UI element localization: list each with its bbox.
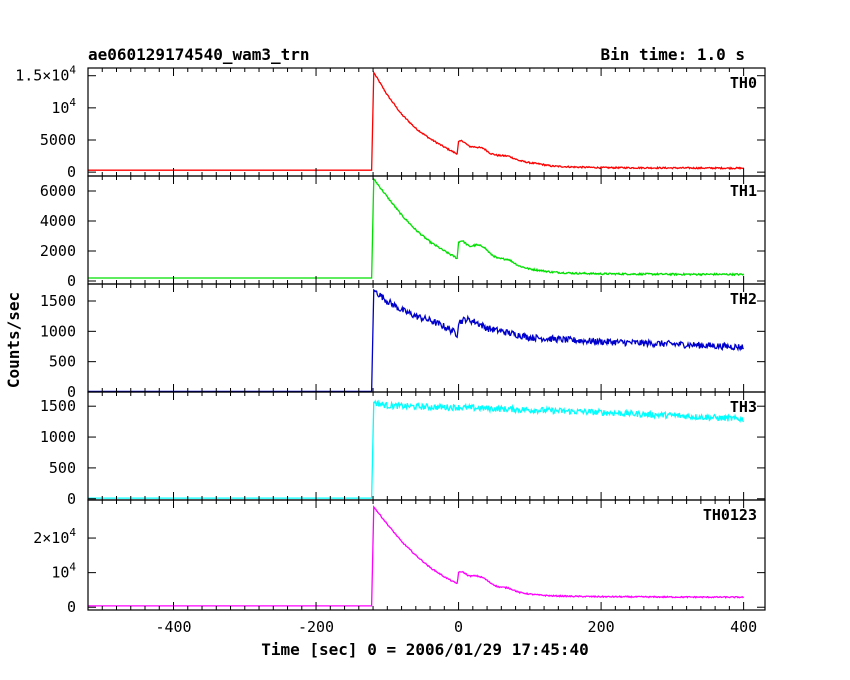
x-tick-label: 400 <box>730 618 757 636</box>
y-tick-label: 500 <box>49 353 76 371</box>
y-tick-label: 1500 <box>40 397 76 415</box>
y-tick-label: 104 <box>51 96 76 117</box>
y-tick-label: 2000 <box>40 242 76 260</box>
panel-th2: 0 500 1000 1500 TH2 <box>40 283 766 401</box>
y-tick-label: 2×104 <box>33 526 76 547</box>
panel-th3: 0 500 1000 1500 TH3 <box>40 391 766 508</box>
y-tick-label: 1500 <box>40 292 76 310</box>
series-line-th0 <box>88 70 745 171</box>
panel-th0123: 0 104 2×104 TH0123 <box>33 499 766 616</box>
series-line-th3 <box>88 399 745 499</box>
chart-title: ae060129174540_wam3_trn <box>88 45 310 64</box>
y-tick-label: 1.5×104 <box>15 64 76 85</box>
y-tick-label: 1000 <box>40 428 76 446</box>
panel-frame <box>87 499 766 611</box>
panel-frame <box>87 391 766 501</box>
y-tick-label: 0 <box>67 163 76 181</box>
y-tick-label: 6000 <box>40 182 76 200</box>
y-tick-label: 0 <box>67 272 76 290</box>
panel-frame <box>87 283 766 393</box>
x-tick-label: -400 <box>155 618 191 636</box>
panel-label: TH0123 <box>703 506 757 524</box>
series-line-th2 <box>88 288 744 393</box>
series-line-th1 <box>88 177 745 279</box>
bin-time-label: Bin time: 1.0 s <box>601 45 746 64</box>
panel-th0: 0 5000 104 1.5×104 TH0 <box>15 64 766 181</box>
y-tick-label: 0 <box>67 383 76 401</box>
panel-label: TH1 <box>730 182 757 200</box>
y-tick-label: 4000 <box>40 212 76 230</box>
y-tick-label: 500 <box>49 459 76 477</box>
panel-th1: 0 2000 4000 6000 TH1 <box>40 175 766 290</box>
y-tick-label: 5000 <box>40 131 76 149</box>
x-tick-label: 0 <box>454 618 463 636</box>
panel-frame <box>87 175 766 285</box>
x-tick-label: -200 <box>298 618 334 636</box>
panel-label: TH2 <box>730 290 757 308</box>
y-axis-label: Counts/sec <box>4 292 23 388</box>
x-axis-label: Time [sec] 0 = 2006/01/29 17:45:40 <box>261 640 589 659</box>
x-tick-label: 200 <box>588 618 615 636</box>
y-tick-label: 1000 <box>40 322 76 340</box>
y-tick-label: 0 <box>67 490 76 508</box>
y-tick-label: 104 <box>51 561 76 582</box>
panel-label: TH0 <box>730 74 757 92</box>
panel-frame <box>87 67 766 177</box>
panel-label: TH3 <box>730 398 757 416</box>
y-tick-label: 0 <box>67 598 76 616</box>
series-line-th0123 <box>88 505 745 607</box>
